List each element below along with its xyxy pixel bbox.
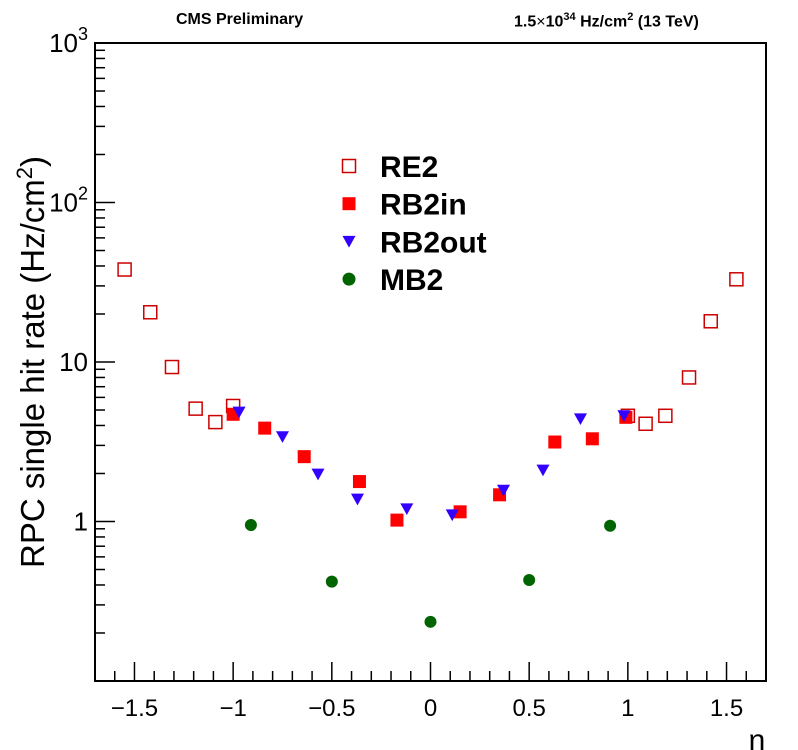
legend-marker-rb2out [342, 235, 356, 248]
data-point-rb2in [352, 475, 366, 489]
data-point-rb2out [400, 503, 414, 516]
data-point-re2 [208, 414, 223, 430]
data-point-re2 [143, 305, 158, 320]
data-point-rb2out [275, 431, 289, 443]
legend-label: RE2 [380, 151, 438, 184]
y-tick-label: 103 [49, 24, 88, 58]
legend: RE2 RB2in RB2out MB2 [341, 151, 487, 297]
data-point-rb2out [232, 406, 246, 419]
x-tick-label: −1.5 [111, 695, 158, 722]
data-point-rb2out [445, 509, 459, 522]
data-point-mb2 [604, 519, 617, 532]
data-point-rb2out [617, 410, 631, 422]
y-axis: 1 10 102 103 [49, 24, 115, 682]
y-tick-label: 1 [74, 507, 88, 537]
x-axis: −1.5 −1 −0.5 0 0.5 1 1.5 [94, 662, 767, 722]
y-tick-label: 10 [59, 347, 88, 377]
data-point-rb2out [350, 493, 364, 506]
data-point-mb2 [244, 519, 257, 532]
data-point-re2 [681, 370, 697, 385]
series-rb2in [226, 407, 633, 527]
data-point-rb2in [548, 435, 562, 449]
legend-label: RB2in [380, 189, 467, 222]
data-point-re2 [188, 401, 203, 416]
legend-entry: RB2out [342, 226, 487, 259]
data-point-rb2out [573, 413, 587, 426]
data-point-re2 [638, 416, 653, 432]
data-point-rb2in [297, 450, 311, 464]
x-tick-label: 0 [424, 695, 437, 722]
x-axis-label: η [749, 724, 766, 750]
legend-entry: RB2in [342, 189, 467, 222]
data-point-rb2out [311, 468, 325, 481]
legend-entry: MB2 [342, 264, 443, 297]
x-tick-label: 1.5 [710, 695, 743, 722]
data-point-mb2 [325, 575, 338, 588]
legend-marker-re2 [341, 158, 357, 174]
legend-label: MB2 [380, 264, 443, 297]
legend-entry: RE2 [341, 151, 438, 184]
series-mb2 [244, 519, 617, 628]
data-point-rb2in [453, 505, 467, 519]
header-right-label: 1.5×1034 Hz/cm2 (13 TeV) [514, 11, 699, 31]
data-point-mb2 [424, 615, 437, 628]
data-point-rb2out [497, 484, 511, 497]
data-points [117, 262, 744, 628]
x-tick-label: 1 [621, 695, 634, 722]
data-point-re2 [117, 262, 132, 277]
data-point-mb2 [523, 573, 536, 586]
y-tick-label: 102 [49, 184, 88, 218]
data-point-rb2in [585, 432, 599, 446]
data-point-re2 [729, 272, 744, 287]
data-point-rb2in [390, 513, 404, 527]
header-left-label: CMS Preliminary [176, 11, 304, 28]
y-axis-label: RPC single hit rate (Hz/cm2) [12, 156, 51, 568]
data-point-re2 [164, 359, 180, 375]
plot-frame [94, 42, 767, 682]
x-tick-label: 0.5 [512, 695, 545, 722]
x-tick-label: −0.5 [308, 695, 355, 722]
legend-marker-mb2 [342, 272, 356, 286]
x-tick-label: −1 [219, 695, 246, 722]
data-point-re2 [703, 314, 718, 329]
data-point-re2 [658, 408, 673, 424]
data-point-rb2in [258, 421, 272, 435]
data-point-rb2out [536, 464, 550, 477]
legend-marker-rb2in [342, 197, 356, 211]
legend-label: RB2out [380, 226, 487, 259]
series-rb2out [232, 406, 631, 522]
